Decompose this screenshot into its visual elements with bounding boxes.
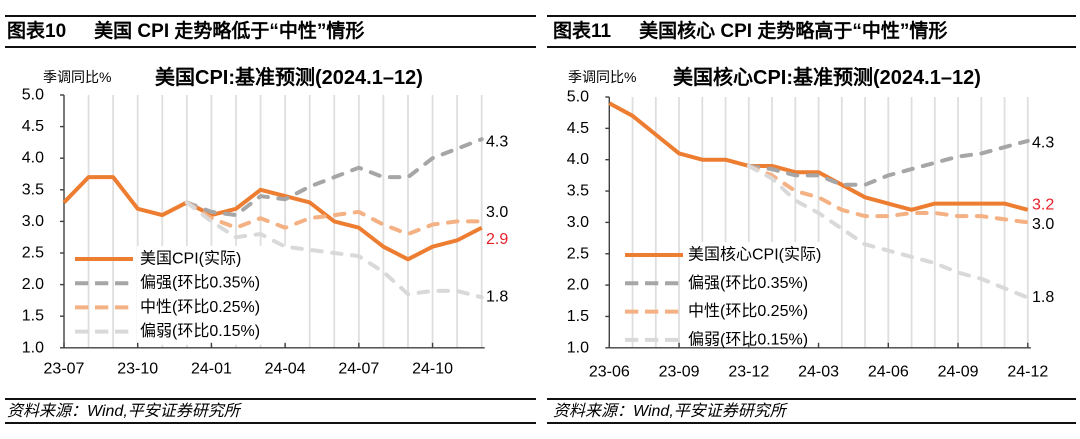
y-tick-label: 2.5 xyxy=(567,245,589,262)
legend: 美国CPI(实际) 偏强(环比0.35%) 中性(环比0.25%) 偏弱(环比0.15… xyxy=(75,250,260,340)
cpi-forecast-chart: 1.0 1.5 2.0 2.5 3.0 3.5 4.0 4.5 5.0 23-07 23-10 24-… xyxy=(22,65,509,378)
y-tick-label: 3.5 xyxy=(567,183,589,200)
x-tick-label: 24-09 xyxy=(938,364,979,381)
legend: 美国核心CPI(实际) 偏强(环比0.35%) 中性(环比0.25%) 偏弱(环比0.… xyxy=(625,246,821,348)
x-tick-label: 24-12 xyxy=(1007,364,1048,381)
footer-top-rule xyxy=(547,398,1076,400)
y-tick-label: 4.0 xyxy=(22,150,44,167)
legend-item-neutral: 中性(环比0.25%) xyxy=(625,302,808,320)
legend-label: 中性(环比0.25%) xyxy=(140,298,260,316)
legend-label: 偏弱(环比0.15%) xyxy=(688,330,808,348)
figure-number: 图表10 xyxy=(7,21,67,42)
legend-item-weak: 偏弱(环比0.15%) xyxy=(75,322,260,340)
series-line-weak xyxy=(746,163,1030,300)
header-bottom-rule xyxy=(5,46,536,48)
legend-item-strong: 偏强(环比0.35%) xyxy=(75,274,260,292)
footer-top-rule xyxy=(5,398,536,400)
series-line-actual xyxy=(608,101,1029,212)
x-tick-label: 23-07 xyxy=(44,361,85,378)
legend-item-neutral: 中性(环比0.25%) xyxy=(75,298,260,316)
source-note: 资料来源：Wind,平安证券研究所 xyxy=(553,403,786,420)
legend-label: 美国核心CPI(实际) xyxy=(688,246,821,264)
series-line-weak xyxy=(184,200,484,300)
core-cpi-forecast-chart: 1.0 1.5 2.0 2.5 3.0 3.5 4.0 4.5 5.0 23-06 23-09 23-… xyxy=(567,65,1055,381)
y-tick-label: 1.0 xyxy=(22,339,44,356)
figure-11-panel: 图表11 美国核心 CPI 走势略高于“中性”情形 1.0 1.5 2.0 2.5 3.0… xyxy=(540,0,1080,439)
end-value-label: 1.8 xyxy=(1032,289,1054,306)
y-tick-label: 2.5 xyxy=(22,245,44,262)
x-tick-label: 24-06 xyxy=(868,364,909,381)
figure-header: 图表10 美国 CPI 走势略低于“中性”情形 xyxy=(7,19,364,44)
y-tick-label: 4.0 xyxy=(567,151,589,168)
y-tick-label: 4.5 xyxy=(22,118,44,135)
header-top-rule xyxy=(547,15,1076,17)
legend-label: 偏强(环比0.35%) xyxy=(688,274,808,292)
legend-item-actual: 美国CPI(实际) xyxy=(75,250,241,268)
y-tick-label: 1.0 xyxy=(567,339,589,356)
series-line-strong xyxy=(184,137,484,218)
y-tick-label: 3.5 xyxy=(22,181,44,198)
x-tick-label: 24-01 xyxy=(191,361,232,378)
series-line-actual xyxy=(62,175,483,262)
x-tick-label: 24-03 xyxy=(798,364,839,381)
end-value-label: 3.0 xyxy=(1032,216,1054,233)
legend-background xyxy=(137,246,290,345)
y-tick-label: 2.0 xyxy=(567,277,589,294)
y-tick-label: 3.0 xyxy=(567,214,589,231)
series-line-neutral xyxy=(184,200,484,237)
end-value-label: 4.3 xyxy=(486,134,508,151)
x-tick-label: 23-06 xyxy=(589,364,630,381)
y-axis-unit-label: 季调同比% xyxy=(568,69,636,85)
x-tick-label: 23-09 xyxy=(659,364,700,381)
end-value-label: 1.8 xyxy=(486,289,508,306)
y-axis-unit-label: 季调同比% xyxy=(43,69,111,85)
y-tick-label: 3.0 xyxy=(22,213,44,230)
chart-title: 美国核心CPI:基准预测(2024.1–12) xyxy=(673,65,981,89)
x-tick-label: 24-04 xyxy=(265,361,306,378)
series-line-strong xyxy=(746,138,1030,187)
y-tick-label: 1.5 xyxy=(22,308,44,325)
legend-label: 美国CPI(实际) xyxy=(140,250,241,268)
chart-title: 美国CPI:基准预测(2024.1–12) xyxy=(155,65,423,89)
x-tick-label: 24-10 xyxy=(412,361,453,378)
figure-header: 图表11 美国核心 CPI 走势略高于“中性”情形 xyxy=(553,19,947,44)
legend-item-actual: 美国核心CPI(实际) xyxy=(625,246,821,264)
header-bottom-rule xyxy=(547,46,1076,48)
y-tick-label: 4.5 xyxy=(567,120,589,137)
x-tick-label: 23-12 xyxy=(728,364,769,381)
header-top-rule xyxy=(5,15,536,17)
legend-background xyxy=(685,242,838,353)
x-tick-label: 24-07 xyxy=(338,361,379,378)
end-value-label: 4.3 xyxy=(1032,134,1054,151)
y-tick-label: 1.5 xyxy=(567,308,589,325)
figure-number: 图表11 xyxy=(553,21,612,42)
x-tick-label: 23-10 xyxy=(117,361,158,378)
y-tick-label: 5.0 xyxy=(22,87,44,104)
legend-label: 中性(环比0.25%) xyxy=(688,302,808,320)
y-tick-label: 2.0 xyxy=(22,276,44,293)
legend-label: 偏弱(环比0.15%) xyxy=(140,322,260,340)
end-value-label: 2.9 xyxy=(486,231,508,248)
y-tick-label: 5.0 xyxy=(567,89,589,106)
legend-item-strong: 偏强(环比0.35%) xyxy=(625,274,808,292)
figure-10-panel: 图表10 美国 CPI 走势略低于“中性”情形 1.0 1.5 2.0 2.5 3.0 3.… xyxy=(5,15,536,424)
footer-bottom-rule xyxy=(5,422,536,424)
legend-item-weak: 偏弱(环比0.15%) xyxy=(625,330,808,348)
series-line-neutral xyxy=(746,163,1030,225)
end-value-label: 3.2 xyxy=(1032,196,1054,213)
footer-bottom-rule xyxy=(547,422,1076,424)
end-value-label: 3.0 xyxy=(486,204,508,221)
legend-label: 偏强(环比0.35%) xyxy=(140,274,260,292)
figure-title: 美国核心 CPI 走势略高于“中性”情形 xyxy=(639,21,948,42)
source-note: 资料来源：Wind,平安证券研究所 xyxy=(7,403,240,420)
figure-title: 美国 CPI 走势略低于“中性”情形 xyxy=(94,21,365,42)
